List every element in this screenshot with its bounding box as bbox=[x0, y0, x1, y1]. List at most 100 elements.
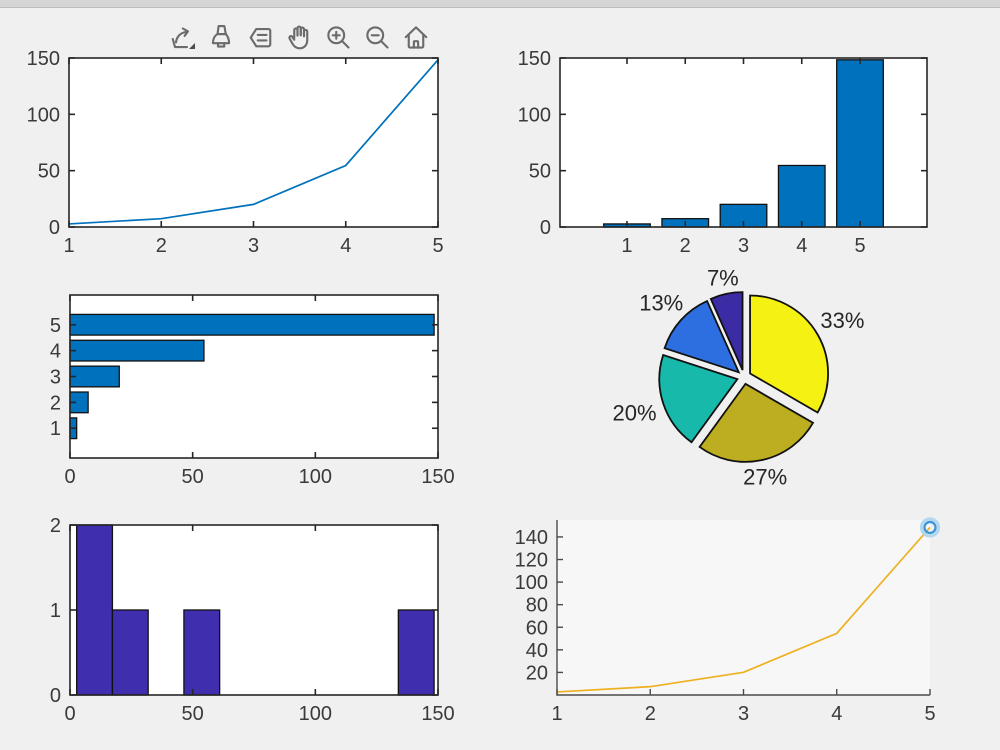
zoom-out-button[interactable] bbox=[360, 20, 394, 54]
export-button[interactable] bbox=[165, 20, 199, 54]
tick-label: 100 bbox=[299, 703, 332, 725]
subplot-5-bin-2[interactable] bbox=[183, 609, 221, 696]
tick-label: 50 bbox=[182, 466, 204, 488]
subplot-6-marker-halo bbox=[919, 517, 941, 538]
subplot-3-bar-4[interactable] bbox=[69, 339, 205, 362]
tick-label: 2 bbox=[50, 392, 61, 414]
subplot-1-marks bbox=[68, 59, 439, 225]
tick-label: 0 bbox=[540, 217, 551, 239]
tick-label: 150 bbox=[27, 48, 60, 70]
subplot-4-label-33%: 33% bbox=[820, 308, 864, 333]
tick-label: 0 bbox=[49, 217, 60, 239]
subplot-3-bar-3[interactable] bbox=[69, 365, 120, 388]
subplot-2-axes bbox=[559, 57, 928, 228]
tick-label: 100 bbox=[515, 572, 548, 594]
tick-label: 1 bbox=[50, 418, 61, 440]
tick-label: 4 bbox=[796, 235, 807, 257]
subplot-4-slice-13%[interactable] bbox=[663, 299, 741, 374]
tick-label: 100 bbox=[518, 104, 551, 126]
tick-label: 0 bbox=[64, 703, 75, 725]
tick-label: 100 bbox=[27, 104, 60, 126]
tick-label: 2 bbox=[645, 703, 656, 725]
subplot-3: 0 50 100 150 1 2 3 4 5 bbox=[50, 294, 455, 488]
subplot-3-marks bbox=[69, 313, 435, 440]
tick-label: 4 bbox=[340, 235, 351, 257]
tick-label: 4 bbox=[831, 703, 842, 725]
subplot-5: 0 50 100 150 0 1 2 bbox=[50, 515, 455, 725]
subplot-5-tick-labels: 0 50 100 150 0 1 2 bbox=[50, 515, 455, 725]
tick-label: 50 bbox=[38, 161, 60, 183]
tick-label: 150 bbox=[518, 48, 551, 70]
zoom-out-icon bbox=[366, 26, 389, 49]
subplot-6-marker[interactable] bbox=[923, 520, 937, 535]
tick-label: 3 bbox=[738, 703, 749, 725]
tick-label: 3 bbox=[738, 235, 749, 257]
subplot-4-slice-20%[interactable] bbox=[658, 353, 739, 444]
subplot-2-bar-4[interactable] bbox=[777, 164, 826, 228]
tick-label: 50 bbox=[182, 703, 204, 725]
subplot-5-marks bbox=[76, 524, 435, 696]
subplot-1-plot-area[interactable] bbox=[69, 58, 438, 227]
tick-label: 1 bbox=[621, 235, 632, 257]
tick-label: 0 bbox=[50, 685, 61, 707]
tick-label: 80 bbox=[526, 595, 548, 617]
subplot-4-slice-27%[interactable] bbox=[698, 382, 815, 463]
axes-toolbar bbox=[165, 20, 433, 54]
tick-label: 4 bbox=[50, 341, 61, 363]
tick-label: 5 bbox=[924, 703, 935, 725]
tick-label: 50 bbox=[529, 161, 551, 183]
tick-label: 1 bbox=[63, 235, 74, 257]
tick-label: 60 bbox=[526, 617, 548, 639]
subplot-1-line[interactable] bbox=[68, 59, 439, 225]
tick-label: 150 bbox=[421, 466, 454, 488]
tick-label: 0 bbox=[64, 466, 75, 488]
subplot-5-bin-1[interactable] bbox=[111, 609, 149, 696]
subplot-3-bar-5[interactable] bbox=[69, 313, 435, 336]
subplot-6-axes bbox=[556, 520, 931, 696]
restore-view-icon bbox=[404, 26, 428, 49]
tick-label: 150 bbox=[421, 703, 454, 725]
subplot-2-bar-5[interactable] bbox=[836, 59, 884, 228]
pan-button[interactable] bbox=[282, 20, 316, 54]
tick-label: 140 bbox=[515, 527, 548, 549]
subplot-6-line[interactable] bbox=[556, 526, 931, 693]
tick-label: 3 bbox=[248, 235, 259, 257]
tick-label: 2 bbox=[680, 235, 691, 257]
subplot-5-axes bbox=[69, 524, 439, 696]
datatips-button[interactable] bbox=[243, 20, 277, 54]
subplot-4-slice-7%[interactable] bbox=[709, 291, 744, 371]
tick-label: 1 bbox=[50, 600, 61, 622]
tick-label: 40 bbox=[526, 640, 548, 662]
tick-label: 120 bbox=[515, 550, 548, 572]
tick-label: 1 bbox=[551, 703, 562, 725]
brush-button[interactable] bbox=[204, 20, 238, 54]
subplot-4-label-7%: 7% bbox=[707, 265, 739, 290]
subplot-4-label-27%: 27% bbox=[743, 465, 787, 490]
tick-label: 2 bbox=[50, 515, 61, 537]
subplot-5-bin-3[interactable] bbox=[397, 609, 435, 696]
subplot-6-plot-area[interactable] bbox=[557, 520, 930, 695]
tick-label: 3 bbox=[50, 367, 61, 389]
subplot-1-axes bbox=[68, 57, 439, 228]
subplot-6-marks bbox=[556, 517, 941, 693]
subplot-4-slice-33%[interactable] bbox=[749, 294, 829, 414]
zoom-in-button[interactable] bbox=[321, 20, 355, 54]
tick-label: 100 bbox=[299, 466, 332, 488]
tick-label: 20 bbox=[526, 662, 548, 684]
restore-view-button[interactable] bbox=[399, 20, 433, 54]
datatips-icon bbox=[249, 27, 272, 48]
subplot-4-pie: 7% 13% 20% 27% 33% bbox=[612, 265, 864, 489]
subplot-5-bin-0[interactable] bbox=[76, 524, 114, 696]
subplot-4-label-20%: 20% bbox=[612, 401, 656, 426]
subplot-3-tick-labels: 0 50 100 150 1 2 3 4 5 bbox=[50, 315, 455, 488]
subplot-4-label-13%: 13% bbox=[639, 290, 683, 315]
window-top-strip bbox=[0, 0, 1000, 8]
subplot-2-marks bbox=[603, 59, 884, 228]
